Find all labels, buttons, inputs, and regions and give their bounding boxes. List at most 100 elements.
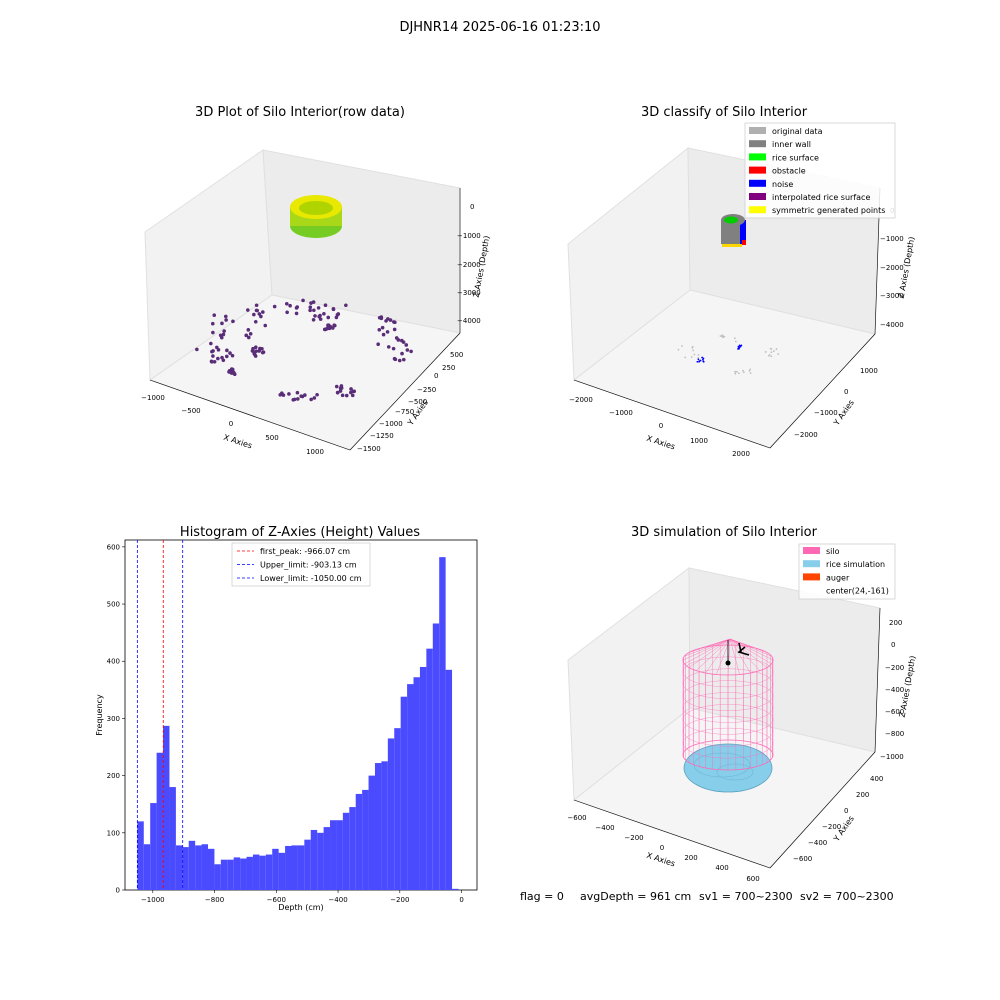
classify-point — [697, 354, 700, 356]
simulation-legend-label: center(24,-161) — [826, 587, 889, 596]
histogram-bar — [349, 807, 356, 890]
silo-cone-line — [729, 638, 740, 646]
raw-point — [252, 312, 256, 317]
histogram-bar — [355, 793, 363, 890]
classify-legend-label: obstacle — [772, 167, 806, 176]
raw-point — [246, 328, 251, 332]
raw-point — [324, 326, 329, 331]
classify-ztick: −4000 — [880, 321, 904, 329]
raw-point — [222, 329, 226, 333]
silo-cone-line — [729, 638, 772, 657]
classify-point — [734, 372, 737, 375]
silo-ring-line — [682, 668, 774, 699]
histogram-bar — [220, 859, 228, 890]
silo-cone-line — [682, 638, 731, 661]
raw-ytick: −500 — [408, 398, 427, 406]
classify-legend-swatch — [749, 153, 766, 161]
classify-scatter-points — [677, 334, 780, 375]
histogram-bar — [407, 684, 414, 890]
simulation-xtick: −200 — [624, 834, 643, 842]
histogram-bar — [439, 557, 446, 890]
raw-point — [386, 345, 391, 349]
histogram-bar — [227, 859, 234, 890]
classify-point — [733, 337, 736, 340]
classify-point — [748, 370, 751, 372]
raw-ztick: −1000 — [457, 232, 481, 240]
classify-point — [702, 358, 704, 361]
histogram-y-tick-label: 300 — [107, 715, 120, 723]
classify-point — [698, 360, 700, 363]
classify-legend-label: noise — [772, 180, 793, 189]
raw-point — [224, 318, 228, 322]
raw-point — [211, 330, 215, 335]
classify-point — [721, 334, 724, 337]
classify-point — [770, 355, 773, 358]
raw-ytick: −1000 — [379, 420, 403, 428]
raw-point — [260, 346, 264, 351]
histogram-bar — [387, 738, 395, 890]
histogram-bar — [137, 821, 144, 890]
histogram-legend: first_peak: -966.07 cm Upper_limit: -903.… — [231, 542, 371, 587]
raw-point — [211, 349, 215, 353]
histogram-bar — [272, 848, 279, 890]
classify-point — [740, 344, 743, 347]
raw-point — [350, 393, 355, 398]
classify-point — [697, 358, 700, 361]
histogram-bar — [374, 763, 382, 890]
raw-point — [210, 321, 215, 326]
simulation-center-point — [725, 660, 731, 666]
simulation-z-tick-labels: 200 0 −200 −400 −600 −800 −1000 — [880, 619, 904, 761]
raw-xtick: −1000 — [141, 394, 165, 402]
classify-point — [702, 360, 705, 363]
classify-ztick: −2000 — [880, 264, 904, 272]
silo-ring-line — [682, 716, 774, 747]
silo-cone-line — [729, 638, 772, 665]
histogram-bar — [150, 803, 157, 890]
classify-ytick: −1000 — [814, 409, 838, 417]
raw-point — [254, 349, 258, 353]
raw-point — [228, 351, 232, 355]
simulation-x-tick-labels: −600 −400 −200 0 200 400 600 — [567, 814, 759, 883]
classify-xtick: 0 — [659, 422, 663, 430]
simulation-ztick: 0 — [891, 641, 895, 649]
silo-cone-line — [729, 638, 774, 661]
raw-point — [220, 355, 224, 360]
silo-ring-line — [682, 692, 774, 723]
histogram-bar — [445, 669, 453, 890]
classify-xtick: 2000 — [732, 450, 750, 458]
figure-suptitle: DJHNR14 2025-06-16 01:23:10 — [399, 20, 600, 35]
silo-cone-line — [729, 638, 768, 653]
raw-ytick: 250 — [442, 364, 455, 372]
raw-point — [326, 315, 331, 320]
simulation-legend-swatch — [803, 547, 820, 554]
classify-legend-label: original data — [772, 127, 823, 136]
raw-point — [231, 319, 235, 324]
histogram-bar — [317, 832, 324, 890]
raw-point — [295, 397, 300, 401]
raw-point — [225, 348, 229, 353]
classify-point — [736, 370, 738, 373]
histogram-bar — [259, 855, 266, 890]
raw-point — [388, 318, 393, 322]
raw-point — [301, 298, 305, 303]
raw-point — [251, 346, 255, 351]
raw-ytick: 0 — [434, 372, 438, 380]
classify-legend-label: interpolated rice surface — [772, 193, 870, 202]
silo-cone-line — [705, 638, 731, 648]
classify-legend-swatch — [749, 193, 766, 200]
raw-point — [254, 303, 259, 308]
raw-point — [291, 398, 296, 402]
raw-ztick: −3000 — [457, 289, 481, 297]
raw-point — [409, 349, 413, 354]
classify-x-tick-labels: −2000 −1000 0 1000 2000 — [569, 396, 750, 458]
histogram-bar — [246, 856, 253, 890]
raw-point — [312, 396, 317, 400]
simulation-ytick: −400 — [808, 839, 827, 847]
raw-point — [379, 315, 384, 319]
simulation-ztick: −400 — [885, 686, 904, 694]
classify-point — [701, 356, 704, 359]
raw-point — [261, 310, 265, 314]
raw-point — [344, 303, 348, 308]
histogram-bar — [323, 827, 331, 890]
raw-ring-hole — [299, 201, 333, 215]
